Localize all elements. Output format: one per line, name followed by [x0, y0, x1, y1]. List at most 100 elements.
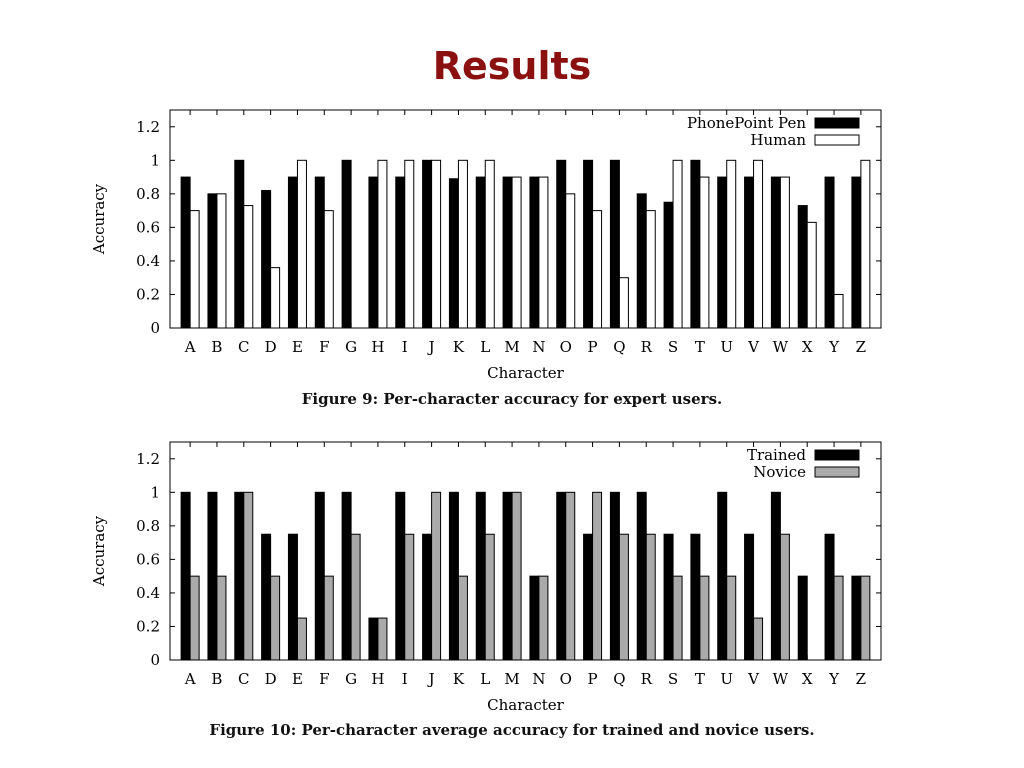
bar-trained-I [395, 491, 406, 661]
bar-phonepoint-pen-B [207, 193, 218, 329]
bar-trained-R [636, 491, 647, 661]
bar-phonepoint-pen-A [180, 176, 191, 329]
x-tick-label: V [747, 670, 760, 688]
x-tick-label: B [211, 338, 222, 356]
y-tick-label: 0 [150, 651, 160, 669]
bar-phonepoint-pen-X [797, 205, 808, 329]
x-tick-label: T [695, 670, 705, 688]
x-tick-label: U [720, 670, 733, 688]
x-tick-label: Z [856, 338, 866, 356]
bar-human-X [806, 221, 817, 329]
x-tick-label: W [773, 670, 789, 688]
bar-human-H [377, 159, 388, 329]
y-tick-label: 1.2 [136, 118, 160, 136]
y-tick-label: 0.2 [136, 617, 160, 635]
bar-trained-L [475, 491, 486, 661]
bar-novice-Q [618, 533, 629, 661]
bar-phonepoint-pen-V [744, 176, 755, 329]
y-tick-label: 1 [150, 483, 160, 501]
x-tick-label: Q [613, 670, 625, 688]
x-axis-label: Character [487, 364, 564, 382]
x-tick-label: F [319, 338, 329, 356]
x-tick-label: G [345, 338, 357, 356]
bar-human-L [484, 159, 495, 329]
bar-human-U [726, 159, 737, 329]
bar-trained-D [261, 533, 272, 661]
bar-phonepoint-pen-L [475, 176, 486, 329]
x-tick-label: E [292, 338, 303, 356]
x-tick-label: X [802, 338, 813, 356]
bar-novice-H [377, 617, 388, 661]
bar-phonepoint-pen-P [583, 159, 594, 329]
x-tick-label: K [453, 670, 465, 688]
x-tick-label: F [319, 670, 329, 688]
x-tick-label: V [747, 338, 760, 356]
x-tick-label: A [184, 670, 196, 688]
bar-novice-Y [833, 575, 844, 661]
bar-novice-S [672, 575, 683, 661]
x-tick-label: K [453, 338, 465, 356]
legend-label: Trained [747, 446, 806, 464]
bar-trained-H [368, 617, 379, 661]
x-tick-label: Z [856, 670, 866, 688]
x-tick-label: S [668, 338, 678, 356]
bar-human-C [243, 205, 254, 329]
y-axis-label: Accuracy [90, 515, 108, 587]
bar-novice-B [216, 575, 227, 661]
bar-trained-C [234, 491, 245, 661]
x-tick-label: J [427, 338, 435, 356]
bar-trained-Q [609, 491, 620, 661]
legend-label: Novice [753, 463, 806, 481]
bar-novice-U [726, 575, 737, 661]
bar-novice-P [592, 491, 603, 661]
bar-human-K [457, 159, 468, 329]
x-tick-label: O [560, 670, 572, 688]
x-tick-label: O [560, 338, 572, 356]
x-tick-label: E [292, 670, 303, 688]
plot-frame [169, 109, 882, 329]
slide-title: Results [432, 44, 592, 88]
bar-novice-R [645, 533, 656, 661]
y-tick-label: 0.6 [136, 218, 160, 236]
x-tick-label: T [695, 338, 705, 356]
bar-trained-F [314, 491, 325, 661]
x-tick-label: D [265, 338, 277, 356]
bar-trained-A [180, 491, 191, 661]
bar-human-N [538, 176, 549, 329]
bar-phonepoint-pen-F [314, 176, 325, 329]
bar-phonepoint-pen-G [341, 159, 352, 329]
bar-phonepoint-pen-H [368, 176, 379, 329]
bar-trained-U [717, 491, 728, 661]
bar-novice-O [565, 491, 576, 661]
x-tick-label: M [504, 670, 519, 688]
bar-phonepoint-pen-N [529, 176, 540, 329]
legend-swatch [814, 466, 860, 478]
x-tick-label: G [345, 670, 357, 688]
x-tick-label: I [402, 338, 408, 356]
x-tick-label: H [371, 338, 384, 356]
bar-human-J [431, 159, 442, 329]
bar-phonepoint-pen-M [502, 176, 513, 329]
bar-trained-N [529, 575, 540, 661]
y-tick-label: 0.2 [136, 285, 160, 303]
y-tick-label: 0 [150, 319, 160, 337]
x-tick-label: B [211, 670, 222, 688]
x-tick-label: X [802, 670, 813, 688]
bar-phonepoint-pen-S [663, 201, 674, 329]
bar-phonepoint-pen-Y [824, 176, 835, 329]
x-tick-label: C [238, 670, 249, 688]
bar-novice-D [270, 575, 281, 661]
x-tick-label: R [641, 670, 653, 688]
bar-human-W [779, 176, 790, 329]
y-tick-label: 1.2 [136, 450, 160, 468]
bar-trained-E [287, 533, 298, 661]
bar-human-Y [833, 293, 844, 329]
bar-trained-Y [824, 533, 835, 661]
bar-human-P [592, 210, 603, 329]
bar-novice-M [511, 491, 522, 661]
x-axis-label: Character [487, 696, 564, 714]
bar-trained-O [556, 491, 567, 661]
bar-novice-G [350, 533, 361, 661]
legend-label: Human [750, 131, 806, 149]
bar-human-V [753, 159, 764, 329]
